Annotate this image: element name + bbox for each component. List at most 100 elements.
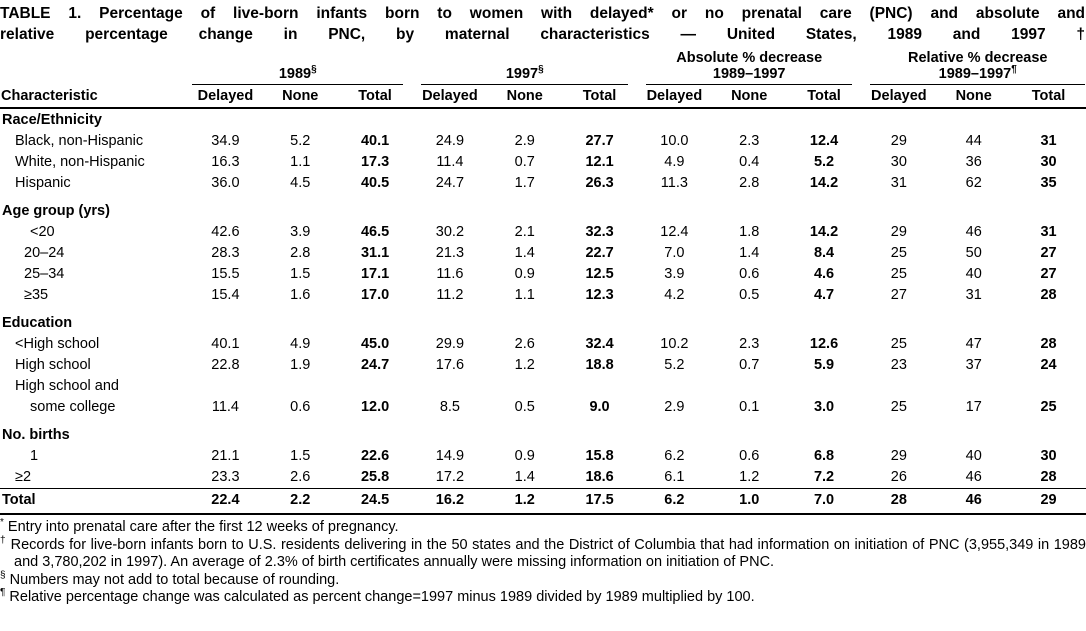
footnote: § Numbers may not add to total because o… — [0, 570, 1086, 590]
table-row: High school 22.8 1.9 24.7 17.6 1.2 18.8 5.2 0.7 5… — [0, 355, 1086, 376]
value-cell: 12.6 — [809, 336, 839, 352]
value-cell: 1.2 — [739, 469, 760, 485]
value-cell: 17.6 — [435, 357, 465, 373]
table-row: Hispanic 36.0 4.5 40.5 24.7 1.7 26.3 11.3 2.8 14.… — [0, 173, 1086, 194]
value-cell: 1.8 — [739, 224, 760, 240]
value-cell: 46 — [965, 469, 982, 485]
value-cell: 37 — [965, 357, 982, 373]
group-header-absolute-decrease: Absolute % decrease 1989–1997 — [637, 50, 861, 85]
value-cell: 23.3 — [211, 469, 240, 485]
value-cell: 10.0 — [660, 133, 689, 149]
value-cell: 28 — [1040, 287, 1057, 303]
value-cell: 23 — [890, 357, 907, 373]
value-cell: 14.9 — [435, 448, 465, 464]
spacer-cell — [0, 50, 188, 85]
table-row: some college 11.4 0.6 12.0 8.5 0.5 9.0 2.9 0.1 3.… — [0, 397, 1086, 418]
value-cell: 45.0 — [360, 336, 390, 352]
value-cell: 31 — [1040, 224, 1057, 240]
table-body: Race/Ethnicity Black, non-Hispanic 34.9 5.2… — [0, 108, 1086, 515]
footnotes: * Entry into prenatal care after the fir… — [0, 515, 1086, 607]
value-cell: 27 — [1040, 266, 1057, 282]
section-row: Education — [0, 306, 1086, 334]
value-cell: 29 — [890, 133, 907, 149]
group-header-row: 1989§ 1997§ Absolute % decrease 1989–199… — [0, 50, 1086, 85]
value-cell: 25 — [890, 245, 907, 261]
col-header-none: None — [262, 85, 338, 109]
value-cell: 18.6 — [585, 469, 614, 485]
value-cell: 29 — [1011, 488, 1086, 515]
footnote-text: Entry into prenatal care after the first… — [3, 519, 399, 535]
value-cell: 30 — [1040, 154, 1057, 170]
value-cell: 62 — [965, 175, 982, 191]
value-cell: 6.1 — [664, 469, 685, 485]
footnote: * Entry into prenatal care after the fir… — [0, 517, 1086, 537]
value-cell: 27 — [1040, 245, 1057, 261]
value-cell: 14.2 — [809, 224, 839, 240]
value-cell: 5.9 — [813, 357, 835, 373]
footnote-marker: * — [0, 517, 4, 529]
value-cell: 1.2 — [487, 488, 563, 515]
value-cell — [562, 376, 637, 397]
value-cell: 30 — [1040, 448, 1057, 464]
value-cell: 36 — [965, 154, 982, 170]
value-cell — [861, 376, 936, 397]
value-cell: 27 — [890, 287, 907, 303]
group-header-relative-decrease: Relative % decrease 1989–1997¶ — [861, 50, 1086, 85]
footnote-text: Numbers may not add to total because of … — [5, 571, 340, 588]
value-cell — [1011, 376, 1086, 397]
value-cell: 12.1 — [585, 154, 614, 170]
value-cell: 7.0 — [664, 245, 685, 261]
value-cell: 15.4 — [211, 287, 240, 303]
value-cell: 32.4 — [585, 336, 614, 352]
value-cell: 17.1 — [360, 266, 390, 282]
value-cell: 3.0 — [813, 399, 835, 415]
group-line2: 1989–1997 — [712, 66, 786, 82]
table-row: 1 21.1 1.5 22.6 14.9 0.9 15.8 6.2 0.6 6.8 29 40 30 — [0, 446, 1086, 467]
value-cell: 0.7 — [514, 154, 535, 170]
value-cell: 4.7 — [813, 287, 835, 303]
row-label: ≥35 — [24, 287, 49, 303]
value-cell: 4.9 — [290, 336, 311, 352]
row-label: <High school — [15, 336, 100, 352]
value-cell: 25.8 — [360, 469, 390, 485]
value-cell: 18.8 — [585, 357, 614, 373]
value-cell — [487, 376, 562, 397]
footnote-ref-section: § — [538, 64, 544, 76]
value-cell: 4.5 — [290, 175, 311, 191]
value-cell: 4.6 — [813, 266, 835, 282]
value-cell: 25 — [1040, 399, 1057, 415]
value-cell: 16.3 — [211, 154, 240, 170]
value-cell: 1.5 — [290, 448, 311, 464]
col-header-delayed: Delayed — [861, 85, 937, 109]
col-header-total: Total — [337, 85, 413, 109]
section-row: Age group (yrs) — [0, 194, 1086, 222]
value-cell: 1.5 — [290, 266, 311, 282]
value-cell: 25 — [890, 336, 907, 352]
table-row: High school and — [0, 376, 1086, 397]
value-cell: 9.0 — [589, 399, 610, 415]
table-row: 25–34 15.5 1.5 17.1 11.6 0.9 12.5 3.9 0.6 4.6 25 40… — [0, 264, 1086, 285]
row-label: 25–34 — [24, 266, 65, 282]
value-cell: 2.8 — [290, 245, 311, 261]
value-cell: 1.1 — [514, 287, 535, 303]
value-cell: 22.7 — [585, 245, 614, 261]
table-title-line1: TABLE 1. Percentage of live-born infants… — [0, 5, 1085, 22]
value-cell: 24.7 — [360, 357, 390, 373]
group-line2: 1989–1997¶ — [938, 64, 1017, 82]
group-line2: 1997§ — [505, 64, 544, 82]
footnote-text: Records for live-born infants born to U.… — [6, 536, 1086, 571]
value-cell: 28.3 — [211, 245, 240, 261]
table-title: TABLE 1. Percentage of live-born infants… — [0, 0, 1086, 50]
value-cell: 2.6 — [290, 469, 311, 485]
table-row: 20–24 28.3 2.8 31.1 21.3 1.4 22.7 7.0 1.4 8.4 25 50… — [0, 243, 1086, 264]
table-row: <High school 40.1 4.9 45.0 29.9 2.6 32.4 10.2 2.… — [0, 334, 1086, 355]
value-cell: 27.7 — [585, 133, 614, 149]
footnote-marker: ¶ — [0, 587, 6, 599]
value-cell: 11.4 — [436, 154, 464, 170]
col-header-none: None — [711, 85, 787, 109]
value-cell: 0.9 — [514, 448, 535, 464]
col-header-delayed: Delayed — [412, 85, 488, 109]
value-cell: 12.3 — [585, 287, 614, 303]
value-cell: 1.4 — [514, 245, 535, 261]
value-cell: 5.2 — [664, 357, 685, 373]
